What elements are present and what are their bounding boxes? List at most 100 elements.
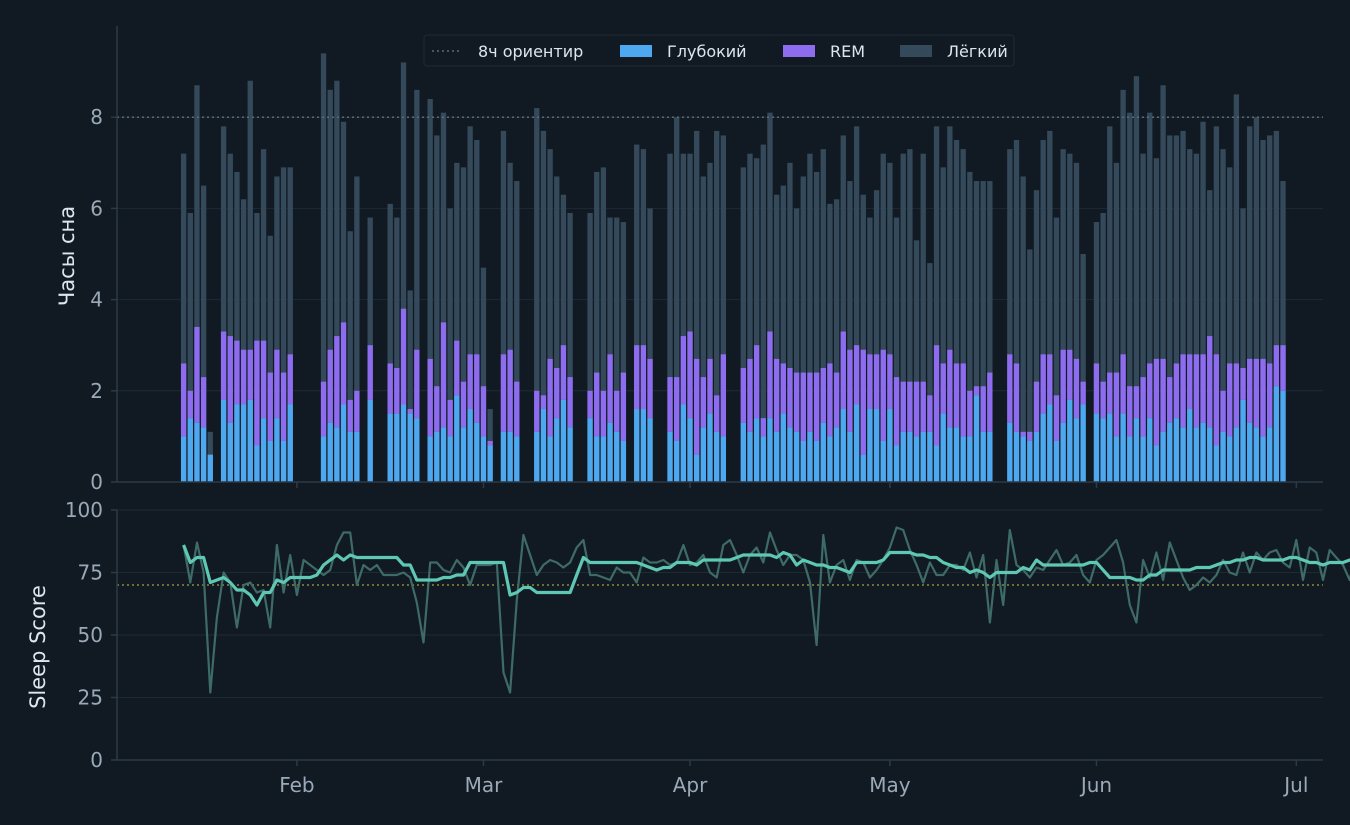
bar-rem <box>1113 372 1120 437</box>
bar-deep <box>227 422 233 482</box>
bar-rem <box>674 377 680 441</box>
bar-rem <box>920 381 926 432</box>
bar-light <box>987 181 993 483</box>
bar-deep <box>720 436 726 482</box>
bar-light <box>220 126 227 482</box>
bar-light <box>447 208 453 482</box>
bar-deep <box>687 418 693 482</box>
bar-rem <box>540 395 547 410</box>
legend-label-rem: REM <box>830 42 865 61</box>
bar-light <box>1040 140 1046 482</box>
bar-light <box>1073 162 1080 483</box>
bar-rem <box>700 377 707 428</box>
bar-rem <box>1140 377 1146 437</box>
bar-rem <box>1173 363 1180 419</box>
bar-deep <box>1180 427 1186 482</box>
bar-light <box>540 130 547 482</box>
bar-deep <box>793 431 800 482</box>
bar-rem <box>454 340 460 396</box>
bar-deep <box>780 413 786 482</box>
bar-rem <box>634 345 640 410</box>
bar-light <box>1173 135 1180 482</box>
bar-light <box>893 217 900 482</box>
bar-rem <box>274 349 280 419</box>
bar-light <box>1280 181 1286 483</box>
bar-rem <box>587 390 593 419</box>
bar-rem <box>247 349 253 400</box>
bar-rem <box>474 354 480 423</box>
bar-light <box>1200 121 1206 482</box>
bar-light <box>1153 158 1160 483</box>
x-tick-label: Jun <box>1079 773 1112 797</box>
bar-deep <box>287 404 293 482</box>
bar-light <box>1120 89 1126 482</box>
bar-light <box>847 181 853 483</box>
bar-deep <box>1273 386 1280 482</box>
bar-deep <box>767 418 773 482</box>
bar-light <box>394 217 400 482</box>
bar-deep <box>640 409 647 482</box>
bar-deep <box>1173 418 1180 482</box>
bar-deep <box>907 431 913 482</box>
bar-light <box>180 153 187 482</box>
bar-deep <box>254 445 260 482</box>
bar-rem <box>1207 336 1213 428</box>
bar-light <box>1187 149 1193 482</box>
bar-light <box>1260 140 1266 482</box>
bar-deep <box>1253 427 1260 482</box>
bar-rem <box>614 390 620 432</box>
bar-deep <box>707 413 713 482</box>
bar-light <box>334 80 340 482</box>
bar-light <box>1240 208 1246 482</box>
bar-deep <box>340 404 347 482</box>
bar-rem <box>240 349 247 405</box>
bar-rem <box>893 377 900 446</box>
bar-deep <box>1040 413 1046 482</box>
bar-light <box>514 181 520 483</box>
bar-light <box>1113 162 1120 483</box>
bar-light <box>780 185 786 482</box>
bar-deep <box>820 422 826 482</box>
bar-rem <box>853 345 860 405</box>
bar-light <box>907 149 913 482</box>
bar-light <box>594 171 600 483</box>
bar-rem <box>387 363 393 414</box>
bar-light <box>1047 130 1053 482</box>
bar-rem <box>820 368 826 423</box>
bar-deep <box>920 431 926 482</box>
bar-light <box>640 149 647 482</box>
bar-rem <box>973 386 980 396</box>
bar-deep <box>1233 427 1240 482</box>
legend-label-deep: Глубокий <box>667 42 747 61</box>
bar-deep <box>1160 431 1166 482</box>
bar-rem <box>980 386 986 432</box>
bar-rem <box>767 331 773 419</box>
bar-deep <box>807 431 813 482</box>
bar-light <box>200 185 207 482</box>
bar-deep <box>460 427 467 482</box>
bar-rem <box>740 368 746 423</box>
bar-rem <box>480 386 487 437</box>
bar-deep <box>400 404 407 482</box>
sleep-stage-bars <box>180 53 1286 483</box>
bar-rem <box>813 372 820 441</box>
bar-light <box>694 130 700 482</box>
bar-deep <box>987 431 993 482</box>
bar-light <box>860 194 866 482</box>
bar-light <box>547 149 553 482</box>
bar-light <box>1020 176 1026 483</box>
bar-light <box>707 162 713 483</box>
bar-light <box>1067 153 1073 482</box>
bar-rem <box>280 372 287 441</box>
bar-light <box>1273 130 1280 482</box>
bar-light <box>400 62 407 482</box>
bar-rem <box>967 390 973 437</box>
bar-rem <box>600 390 607 437</box>
bar-rem <box>680 336 687 405</box>
bar-deep <box>334 427 340 482</box>
bar-deep <box>1073 418 1080 482</box>
bar-light <box>467 126 473 482</box>
bar-light <box>347 231 353 482</box>
bar-rem <box>1027 431 1033 441</box>
